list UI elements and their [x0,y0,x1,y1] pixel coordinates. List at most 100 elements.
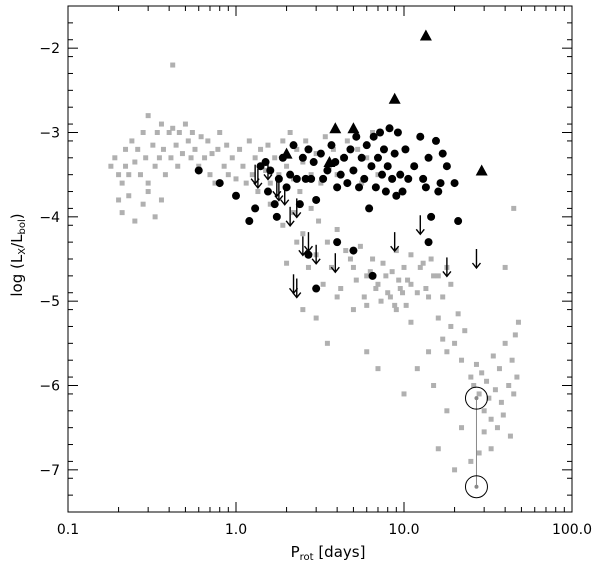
gray-square-point [378,298,384,304]
gray-square-point [431,273,437,279]
gray-square-point [119,210,125,216]
gray-square-point [364,273,370,279]
gray-square-point [515,319,521,325]
black-circle-point [286,170,295,179]
black-triangle-point [280,147,293,159]
gray-square-point [479,370,485,376]
upper-limit-arrow [292,278,302,299]
gray-square-point [158,197,164,203]
black-circle-point [421,183,430,192]
black-circle-point [434,187,443,196]
arrow-head [263,174,273,181]
gray-square-point [459,425,465,431]
black-circle-point [379,145,388,154]
black-circle-point [454,217,463,226]
gray-square-point [408,281,414,287]
ringed-point-circle [464,475,488,499]
gray-square-point [320,281,326,287]
gray-square-point [426,294,432,300]
gray-square-point [444,408,450,414]
gray-square-point [353,277,359,283]
gray-square-point [143,155,149,161]
gray-square-point [420,260,426,266]
gray-square-point [488,446,494,452]
gray-square-point [364,349,370,355]
black-circle-point [282,183,291,192]
y-tick-label: −4 [39,210,60,226]
black-circle-point [410,162,419,171]
gray-square-point [490,353,496,359]
gray-square-point [476,450,482,456]
gray-square-point [500,412,506,418]
gray-square-point [506,383,512,388]
gray-square-point [452,340,458,346]
gray-square-point [267,201,273,207]
black-circle-point [383,162,392,171]
gray-square-point [152,214,158,220]
arrow-head [415,228,425,236]
black-circle-point [357,153,366,162]
gray-square-point [297,189,303,195]
black-circle-point [346,145,355,154]
gray-square-point [188,155,194,161]
gray-square-point [308,205,314,211]
gray-square-point [408,252,414,258]
gray-square-point [287,130,293,135]
black-circle-point [393,128,402,137]
tick-labels: 0.1 1.0 10.0 100.0 −2 −3 −4 −5 −6 −7 [39,41,592,538]
gray-square-point [444,349,450,355]
upper-limit-arrow [330,253,340,274]
gray-square-point [137,172,143,178]
gray-square-point [126,193,132,199]
gray-square-point [511,205,517,211]
gray-square-point [405,277,411,283]
gray-square-point [258,146,264,152]
gray-square-point [240,163,246,169]
gray-square-point [233,176,239,182]
gray-square-point [498,399,504,405]
black-circle-point [367,162,376,171]
black-triangle-point [329,122,342,134]
gray-square-point [145,113,151,119]
upper-limit-arrow [292,198,302,219]
black-circle-point [304,250,313,259]
gray-square-point [440,336,446,342]
gray-square-point [373,286,379,292]
gray-square-point [397,286,403,292]
black-circle-point [378,170,387,179]
y-tick-label: −6 [39,379,60,395]
gray-square-point [507,433,513,439]
upper-limit-arrow [311,244,321,265]
arrow-head [274,195,284,202]
x-tick-label: 0.1 [57,522,79,538]
gray-square-point [396,277,402,283]
black-circle-point [369,132,378,141]
gray-square-point [502,340,508,346]
arrow-head [298,249,308,257]
black-circle-point [392,191,401,200]
gray-square-point [486,395,492,401]
gray-square-point [316,218,322,224]
gray-square-point [300,307,306,313]
gray-square-point [243,180,249,186]
upper-limit-arrow [274,181,284,202]
black-circle-point [298,153,307,162]
gray-square-point [123,146,129,152]
gray-square-point [300,159,306,165]
black-circle-point [424,238,433,247]
gray-square-point [224,142,230,148]
gray-square-point [207,172,213,178]
black-circle-point [245,217,254,226]
gray-square-point [431,383,437,388]
gray-square-point [468,458,474,464]
gray-square-point [367,269,373,275]
gray-square-point [514,374,520,380]
gray-square-point [284,163,290,169]
gray-square-point [375,366,381,372]
black-circle-point [396,170,405,179]
gray-square-point [389,269,395,275]
upper-limit-arrow [272,177,282,198]
black-circle-point [309,158,318,167]
gray-square-point [462,328,468,334]
